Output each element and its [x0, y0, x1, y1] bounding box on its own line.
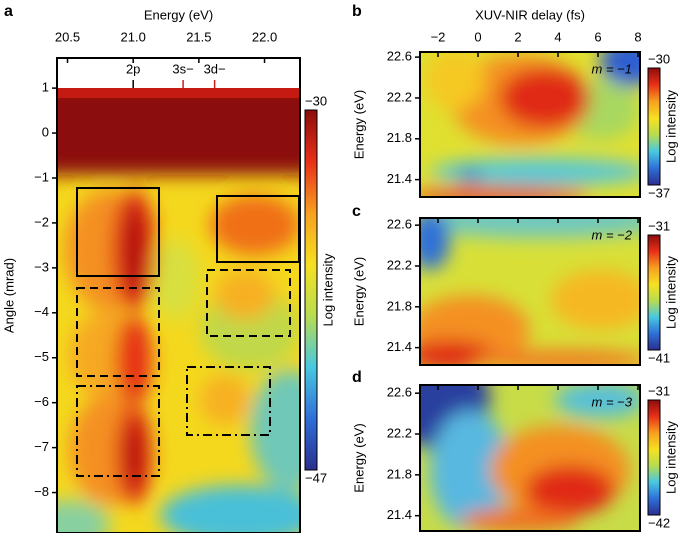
y-tick-label: −2 — [34, 214, 49, 229]
heatmap-image — [57, 88, 300, 533]
y-tick-label: −8 — [34, 484, 49, 499]
x-axis-label: Energy (eV) — [144, 7, 213, 22]
heatmap-image — [420, 52, 640, 197]
y-tick-label: 1 — [42, 80, 49, 95]
colorbar-tick-label: −42 — [648, 515, 670, 530]
x-tick-label: 6 — [594, 29, 601, 44]
plot-frame — [56, 57, 301, 533]
x-tick-label: 8 — [634, 29, 641, 44]
annotation: m = −1 — [592, 61, 632, 76]
colorbar — [304, 109, 318, 471]
panel-letter: b — [352, 3, 362, 20]
y-tick-label: −6 — [34, 394, 49, 409]
y-tick-label: 22.6 — [387, 49, 412, 64]
annotation: 2p — [126, 61, 140, 76]
plot-frame — [419, 384, 641, 532]
annotation: 3s− — [172, 61, 193, 76]
x-axis-label: XUV-NIR delay (fs) — [475, 7, 585, 22]
colorbar-tick-label: −30 — [305, 93, 327, 108]
y-axis-label: Energy (eV) — [351, 90, 366, 159]
colorbar-label: Log intensity — [663, 256, 678, 329]
y-tick-label: 21.4 — [387, 171, 412, 186]
y-tick-label: 22.6 — [387, 217, 412, 232]
colorbar — [647, 67, 661, 186]
y-tick-label: −1 — [34, 169, 49, 184]
x-tick-label: 21.5 — [186, 29, 211, 44]
y-tick-label: −5 — [34, 349, 49, 364]
y-axis-label: Energy (eV) — [351, 423, 366, 492]
y-tick-label: −7 — [34, 439, 49, 454]
colorbar-tick-label: −41 — [648, 350, 670, 365]
colorbar-tick-label: −37 — [648, 185, 670, 200]
colorbar-label: Log intensity — [320, 253, 335, 326]
colorbar-tick-label: −47 — [305, 470, 327, 485]
heatmap-image — [420, 218, 640, 365]
y-tick-label: 22.2 — [387, 425, 412, 440]
colorbar-tick-label: −30 — [648, 51, 670, 66]
y-tick-label: −3 — [34, 259, 49, 274]
x-tick-label: 2 — [514, 29, 521, 44]
y-tick-label: 22.2 — [387, 89, 412, 104]
heatmap-image — [420, 385, 640, 531]
colorbar-tick-label: −31 — [648, 218, 670, 233]
colorbar-label: Log intensity — [663, 421, 678, 494]
y-tick-label: 22.6 — [387, 385, 412, 400]
colorbar — [647, 399, 661, 516]
annotation: m = −3 — [592, 394, 633, 409]
colorbar — [647, 234, 661, 351]
colorbar-tick-label: −31 — [648, 383, 670, 398]
x-tick-label: 22.0 — [252, 29, 277, 44]
annotation: m = −2 — [592, 227, 633, 242]
y-tick-label: 21.8 — [387, 466, 412, 481]
y-tick-label: 21.4 — [387, 339, 412, 354]
x-tick-label: 0 — [474, 29, 481, 44]
y-tick-label: 21.8 — [387, 130, 412, 145]
annotation: 3d− — [204, 61, 226, 76]
y-tick-label: 21.8 — [387, 298, 412, 313]
x-tick-label: 20.5 — [55, 29, 80, 44]
x-tick-label: 4 — [554, 29, 561, 44]
panel-letter: a — [4, 3, 13, 20]
panel-letter: d — [352, 369, 362, 386]
x-tick-label: 21.0 — [121, 29, 146, 44]
plot-frame — [419, 217, 641, 366]
y-axis-label: Angle (mrad) — [1, 258, 16, 333]
plot-frame — [419, 51, 641, 198]
y-tick-label: 22.2 — [387, 257, 412, 272]
y-axis-label: Energy (eV) — [351, 257, 366, 326]
colorbar-label: Log intensity — [663, 90, 678, 163]
panel-letter: c — [352, 203, 361, 220]
y-tick-label: 21.4 — [387, 507, 412, 522]
x-tick-label: −2 — [431, 29, 446, 44]
y-tick-label: −4 — [34, 304, 49, 319]
y-tick-label: 0 — [42, 124, 49, 139]
